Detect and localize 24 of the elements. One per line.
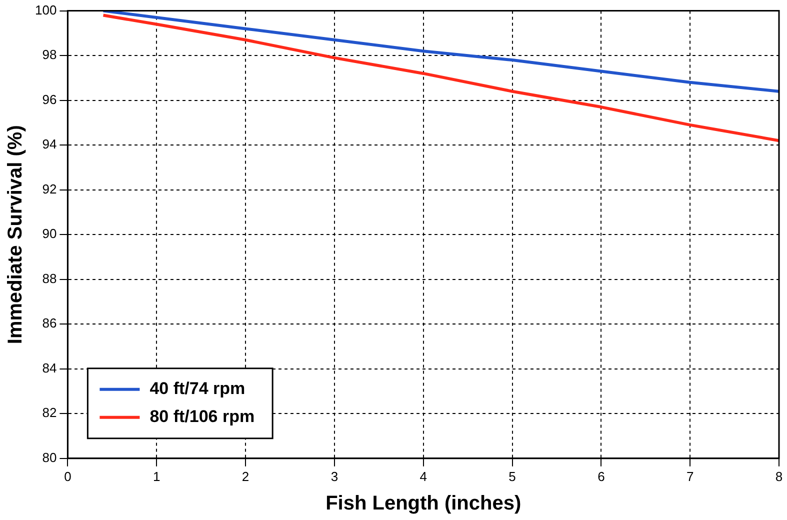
x-tick-label: 4 [420,468,427,484]
x-tick-label: 5 [508,468,516,484]
y-tick-label: 84 [42,360,57,376]
y-tick-label: 92 [42,181,57,196]
x-tick-label: 6 [598,468,605,484]
legend-label: 80 ft/106 rpm [150,407,255,426]
y-tick-label: 90 [42,226,57,242]
x-axis-title: Fish Length (inches) [326,492,522,515]
y-tick-label: 86 [42,316,57,331]
y-tick-label: 98 [42,47,57,62]
x-tick-label: 1 [152,468,160,484]
y-axis-title: Immediate Survival (%) [4,125,27,344]
legend-label: 40 ft/74 rpm [150,379,246,398]
y-tick-label: 88 [42,270,57,286]
y-tick-label: 100 [34,2,57,18]
x-tick-label: 7 [686,468,694,484]
x-tick-label: 8 [775,468,783,484]
x-tick-label: 0 [64,468,72,484]
x-tick-label: 2 [242,468,250,484]
y-tick-label: 94 [42,136,57,152]
y-tick-label: 82 [42,405,57,420]
y-tick-label: 80 [42,450,57,465]
x-tick-label: 3 [330,468,338,484]
y-tick-label: 96 [42,92,57,107]
